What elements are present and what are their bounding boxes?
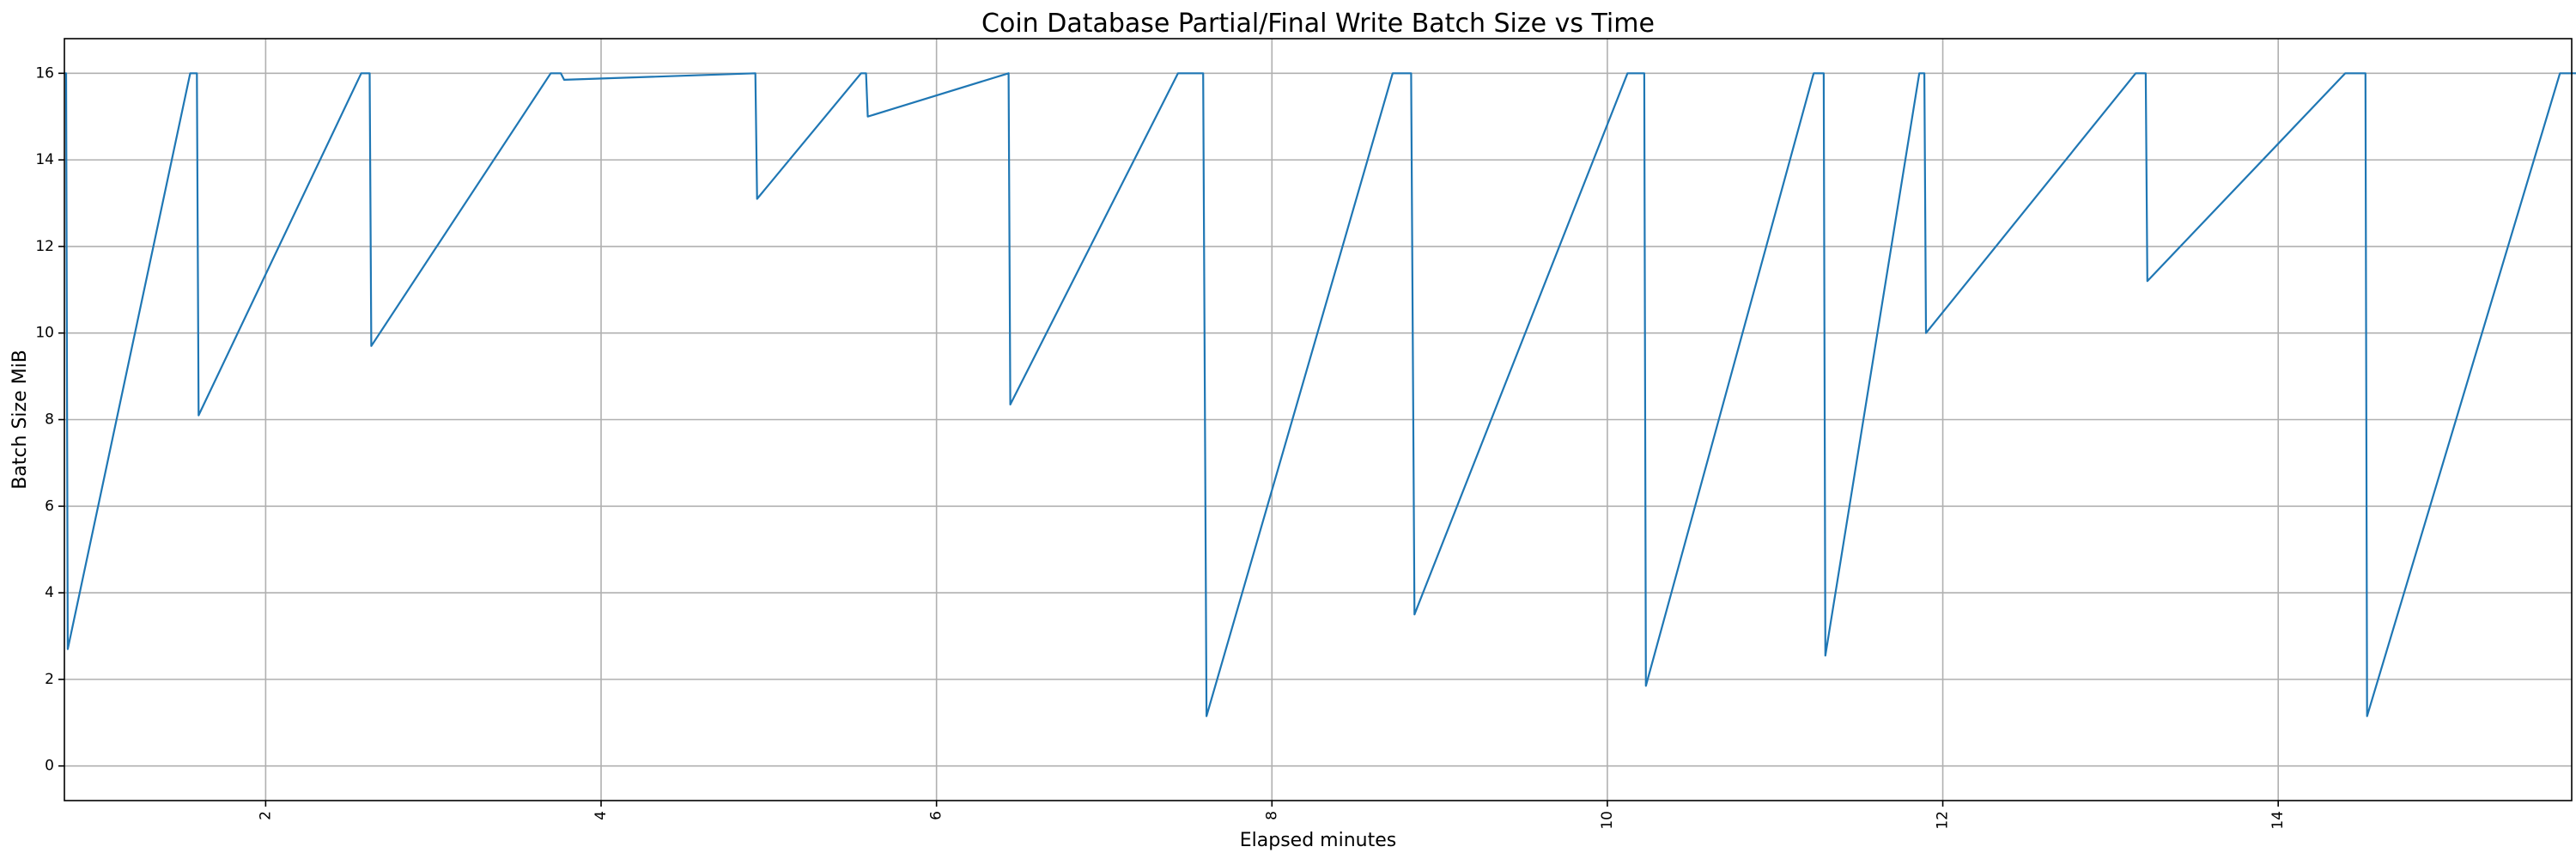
y-tick-label: 4	[45, 584, 54, 601]
series-line	[64, 72, 2576, 717]
chart-title: Coin Database Partial/Final Write Batch …	[981, 9, 1655, 39]
series-layer	[64, 72, 2576, 717]
x-tick-label: 12	[1935, 811, 1952, 830]
axis-ticks: 2 4 6 8 10 12 14 0 2 4 6 8 10 12 14 16	[35, 64, 2287, 829]
grid-lines	[64, 39, 2572, 801]
x-tick-label: 14	[2269, 811, 2287, 830]
y-tick-label: 2	[45, 671, 54, 688]
x-tick-label: 10	[1599, 811, 1616, 830]
x-tick-label: 6	[928, 811, 945, 820]
y-tick-label: 14	[35, 151, 54, 168]
x-tick-label: 2	[257, 811, 274, 820]
y-tick-label: 6	[45, 497, 54, 515]
y-tick-label: 0	[45, 758, 54, 775]
y-tick-label: 12	[35, 238, 54, 255]
x-axis-label: Elapsed minutes	[1240, 830, 1396, 851]
y-axis-label: Batch Size MiB	[9, 350, 31, 490]
y-tick-label: 10	[35, 325, 54, 342]
y-tick-label: 16	[35, 64, 54, 82]
y-tick-label: 8	[45, 411, 54, 429]
x-tick-label: 8	[1263, 811, 1280, 820]
x-tick-label: 4	[592, 811, 610, 820]
